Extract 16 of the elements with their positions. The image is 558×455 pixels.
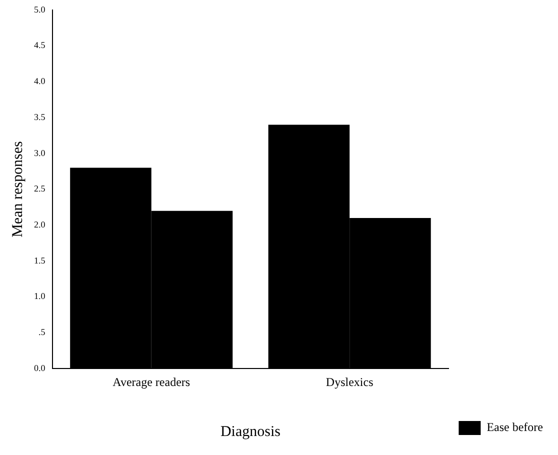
y-tick-label: .5 [38, 327, 46, 338]
y-tick-label: 1.5 [34, 255, 46, 266]
y-tick-label: 2.5 [34, 184, 46, 194]
y-axis-title: Mean responses [10, 141, 26, 238]
y-tick-label: 1.0 [34, 291, 46, 302]
y-tick-label: 4.5 [34, 40, 46, 50]
y-tick-label: 3.0 [34, 148, 46, 158]
y-tick-label: 0.0 [34, 362, 46, 373]
y-tick-label: 5.0 [34, 4, 46, 14]
legend-label: Ease before [486, 420, 543, 434]
y-tick-label: 4.0 [34, 76, 46, 86]
y-tick-label: 2.0 [34, 220, 46, 230]
x-axis-title: Diagnosis [220, 424, 281, 440]
y-tick-label: 3.5 [34, 112, 46, 122]
x-tick-label: Average readers [112, 374, 190, 389]
x-tick-label: Dyslexics [326, 374, 374, 389]
